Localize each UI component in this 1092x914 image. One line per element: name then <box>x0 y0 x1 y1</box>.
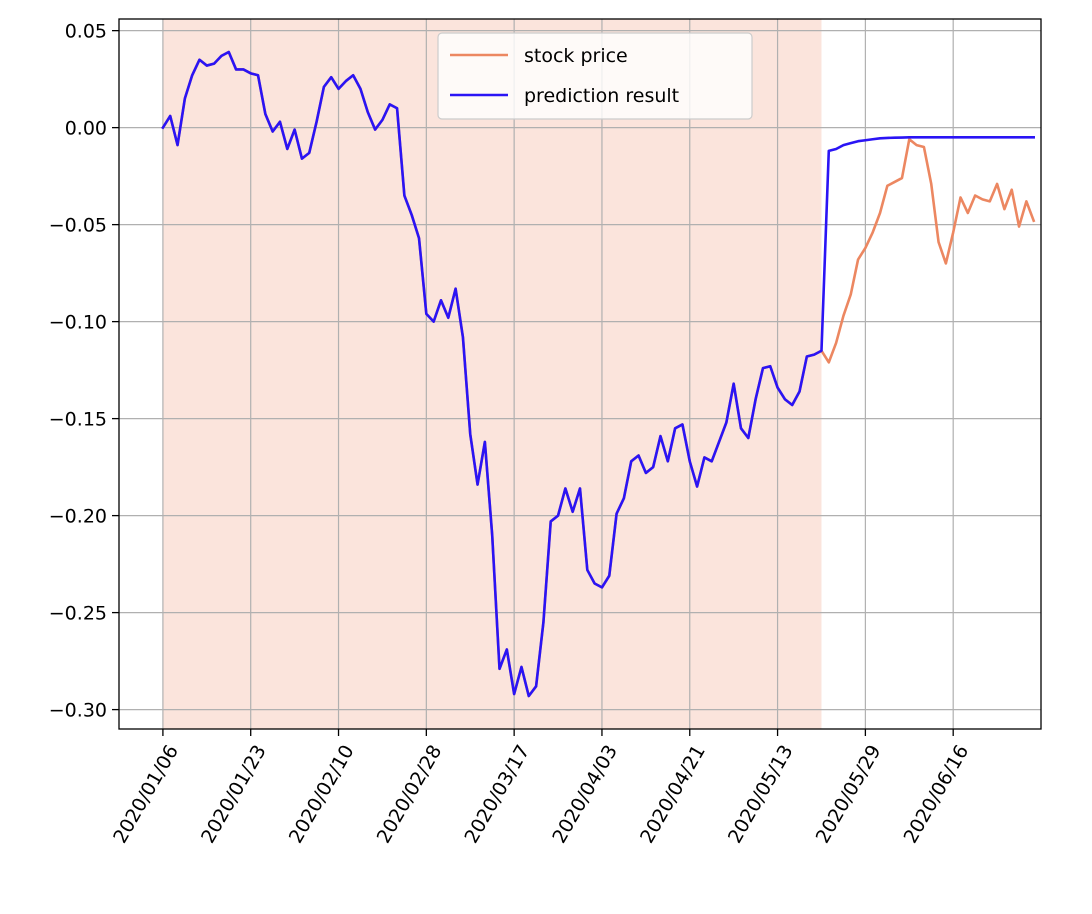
y-tick-label: −0.20 <box>49 506 107 528</box>
x-tick-label: 2020/05/29 <box>812 741 886 847</box>
y-tick-label: −0.15 <box>49 409 107 431</box>
plot-frame <box>118 18 1042 730</box>
y-tick-label: −0.05 <box>49 215 107 237</box>
grid-layer <box>119 19 1041 729</box>
x-tick-label: 2020/01/06 <box>109 741 183 847</box>
y-tick-label: 0.00 <box>65 118 107 140</box>
series-layer <box>161 50 1036 698</box>
x-tick-label: 2020/02/28 <box>373 741 447 847</box>
y-axis: 0.05 0.00 −0.05 −0.10 −0.15 −0.20 −0.25 −0.30 <box>49 21 119 722</box>
y-tick-label: −0.10 <box>49 312 107 334</box>
series-line-prediction-result <box>161 50 1035 698</box>
x-tick-label: 2020/06/16 <box>899 741 973 847</box>
x-tick-label: 2020/05/13 <box>724 741 798 847</box>
x-tick-label: 2020/04/21 <box>636 741 710 847</box>
x-tick-label: 2020/03/17 <box>460 741 534 847</box>
y-tick-label: −0.25 <box>49 603 107 625</box>
x-tick-label: 2020/01/23 <box>197 741 271 847</box>
legend-label-stock-price: stock price <box>524 45 628 67</box>
x-tick-label: 2020/02/10 <box>285 741 359 847</box>
x-axis: 2020/01/06 2020/01/23 2020/02/10 2020/02/28… <box>109 729 973 847</box>
y-tick-label: 0.05 <box>65 21 107 43</box>
shaded-region-layer <box>162 19 822 729</box>
training-period-shade <box>162 19 822 729</box>
y-tick-label: −0.30 <box>49 700 107 722</box>
legend: stock price prediction result <box>437 32 753 120</box>
legend-label-prediction-result: prediction result <box>524 85 679 107</box>
legend-box <box>437 32 753 120</box>
x-tick-label: 2020/04/03 <box>548 741 622 847</box>
